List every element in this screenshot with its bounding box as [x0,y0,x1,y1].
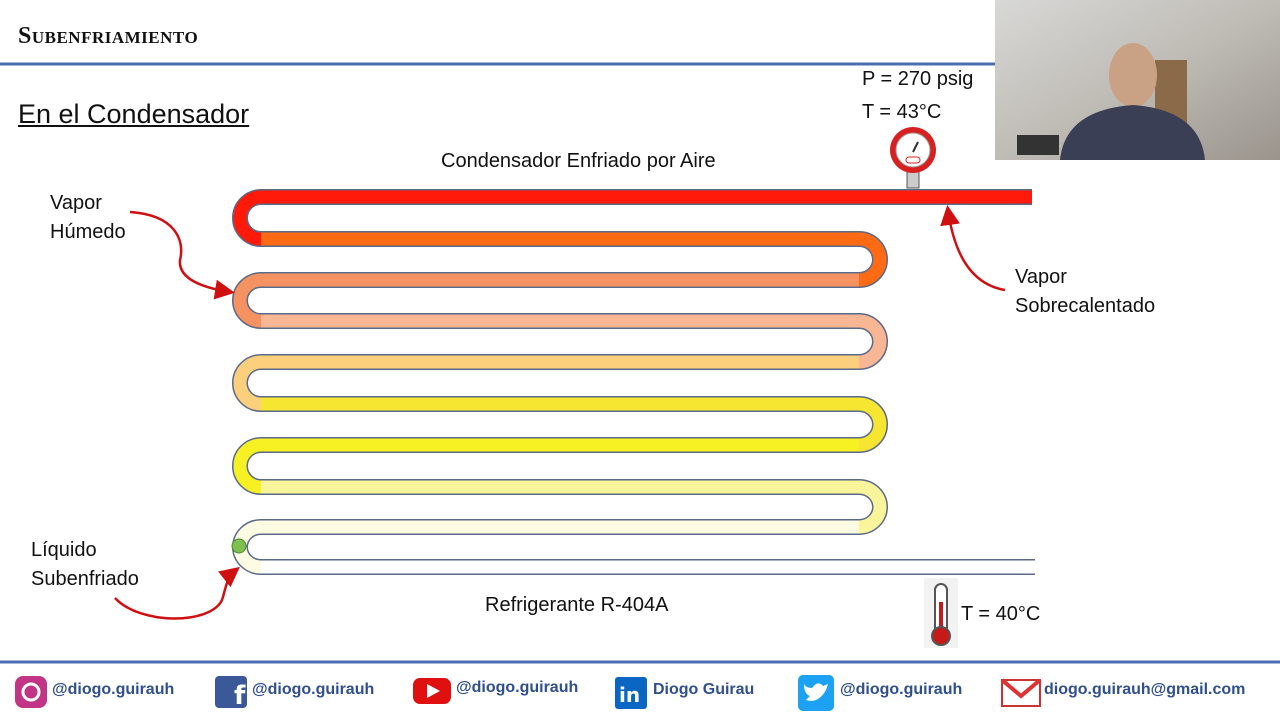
svg-text:in: in [619,683,640,707]
temperature-label: T = 40°C [961,603,1041,625]
coil-tube [261,397,887,452]
coil-tube [233,355,859,411]
refrigerant-label: Refrigerante R-404A [485,594,669,616]
thermometer [924,578,958,648]
social-handle[interactable]: @diogo.guirauh [52,681,175,698]
coil-tube [261,480,887,534]
coil-tube [261,232,887,287]
condenser-coil [232,189,1035,575]
social-handle[interactable]: @diogo.guirauh [252,681,375,698]
webcam [995,0,1280,160]
pressure-gauge [890,127,936,189]
coil-tube [233,438,859,494]
slide-title: Subenfriamiento [18,23,199,49]
social-handle[interactable]: @diogo.guirauh [840,681,963,698]
temperature-label: T = 43°C [862,101,942,123]
social-handle[interactable]: @diogo.guirauh [456,679,579,696]
label: Vapor [50,192,102,214]
arrow [940,205,1006,292]
social-handle[interactable]: diogo.guirauh@gmail.com [1044,681,1246,698]
arrow [114,566,240,620]
svg-text:f: f [234,681,246,711]
coil-tube [233,190,1032,246]
subtitle: En el Condensador [18,99,250,129]
pressure-label: P = 270 psig [862,68,974,90]
label: Líquido [31,539,97,561]
liquid-drop [231,538,247,554]
coil-tube [233,273,859,328]
footer-icons: f in [15,675,1042,711]
label: Húmedo [50,221,126,243]
label: Sobrecalentado [1015,295,1156,317]
social-handle[interactable]: Diogo Guirau [653,681,755,698]
coil-tube [261,314,887,369]
label: Subenfriado [31,568,139,590]
label: Vapor [1015,266,1067,288]
arrow [129,210,235,300]
diagram-title: Condensador Enfriado por Aire [441,150,716,172]
